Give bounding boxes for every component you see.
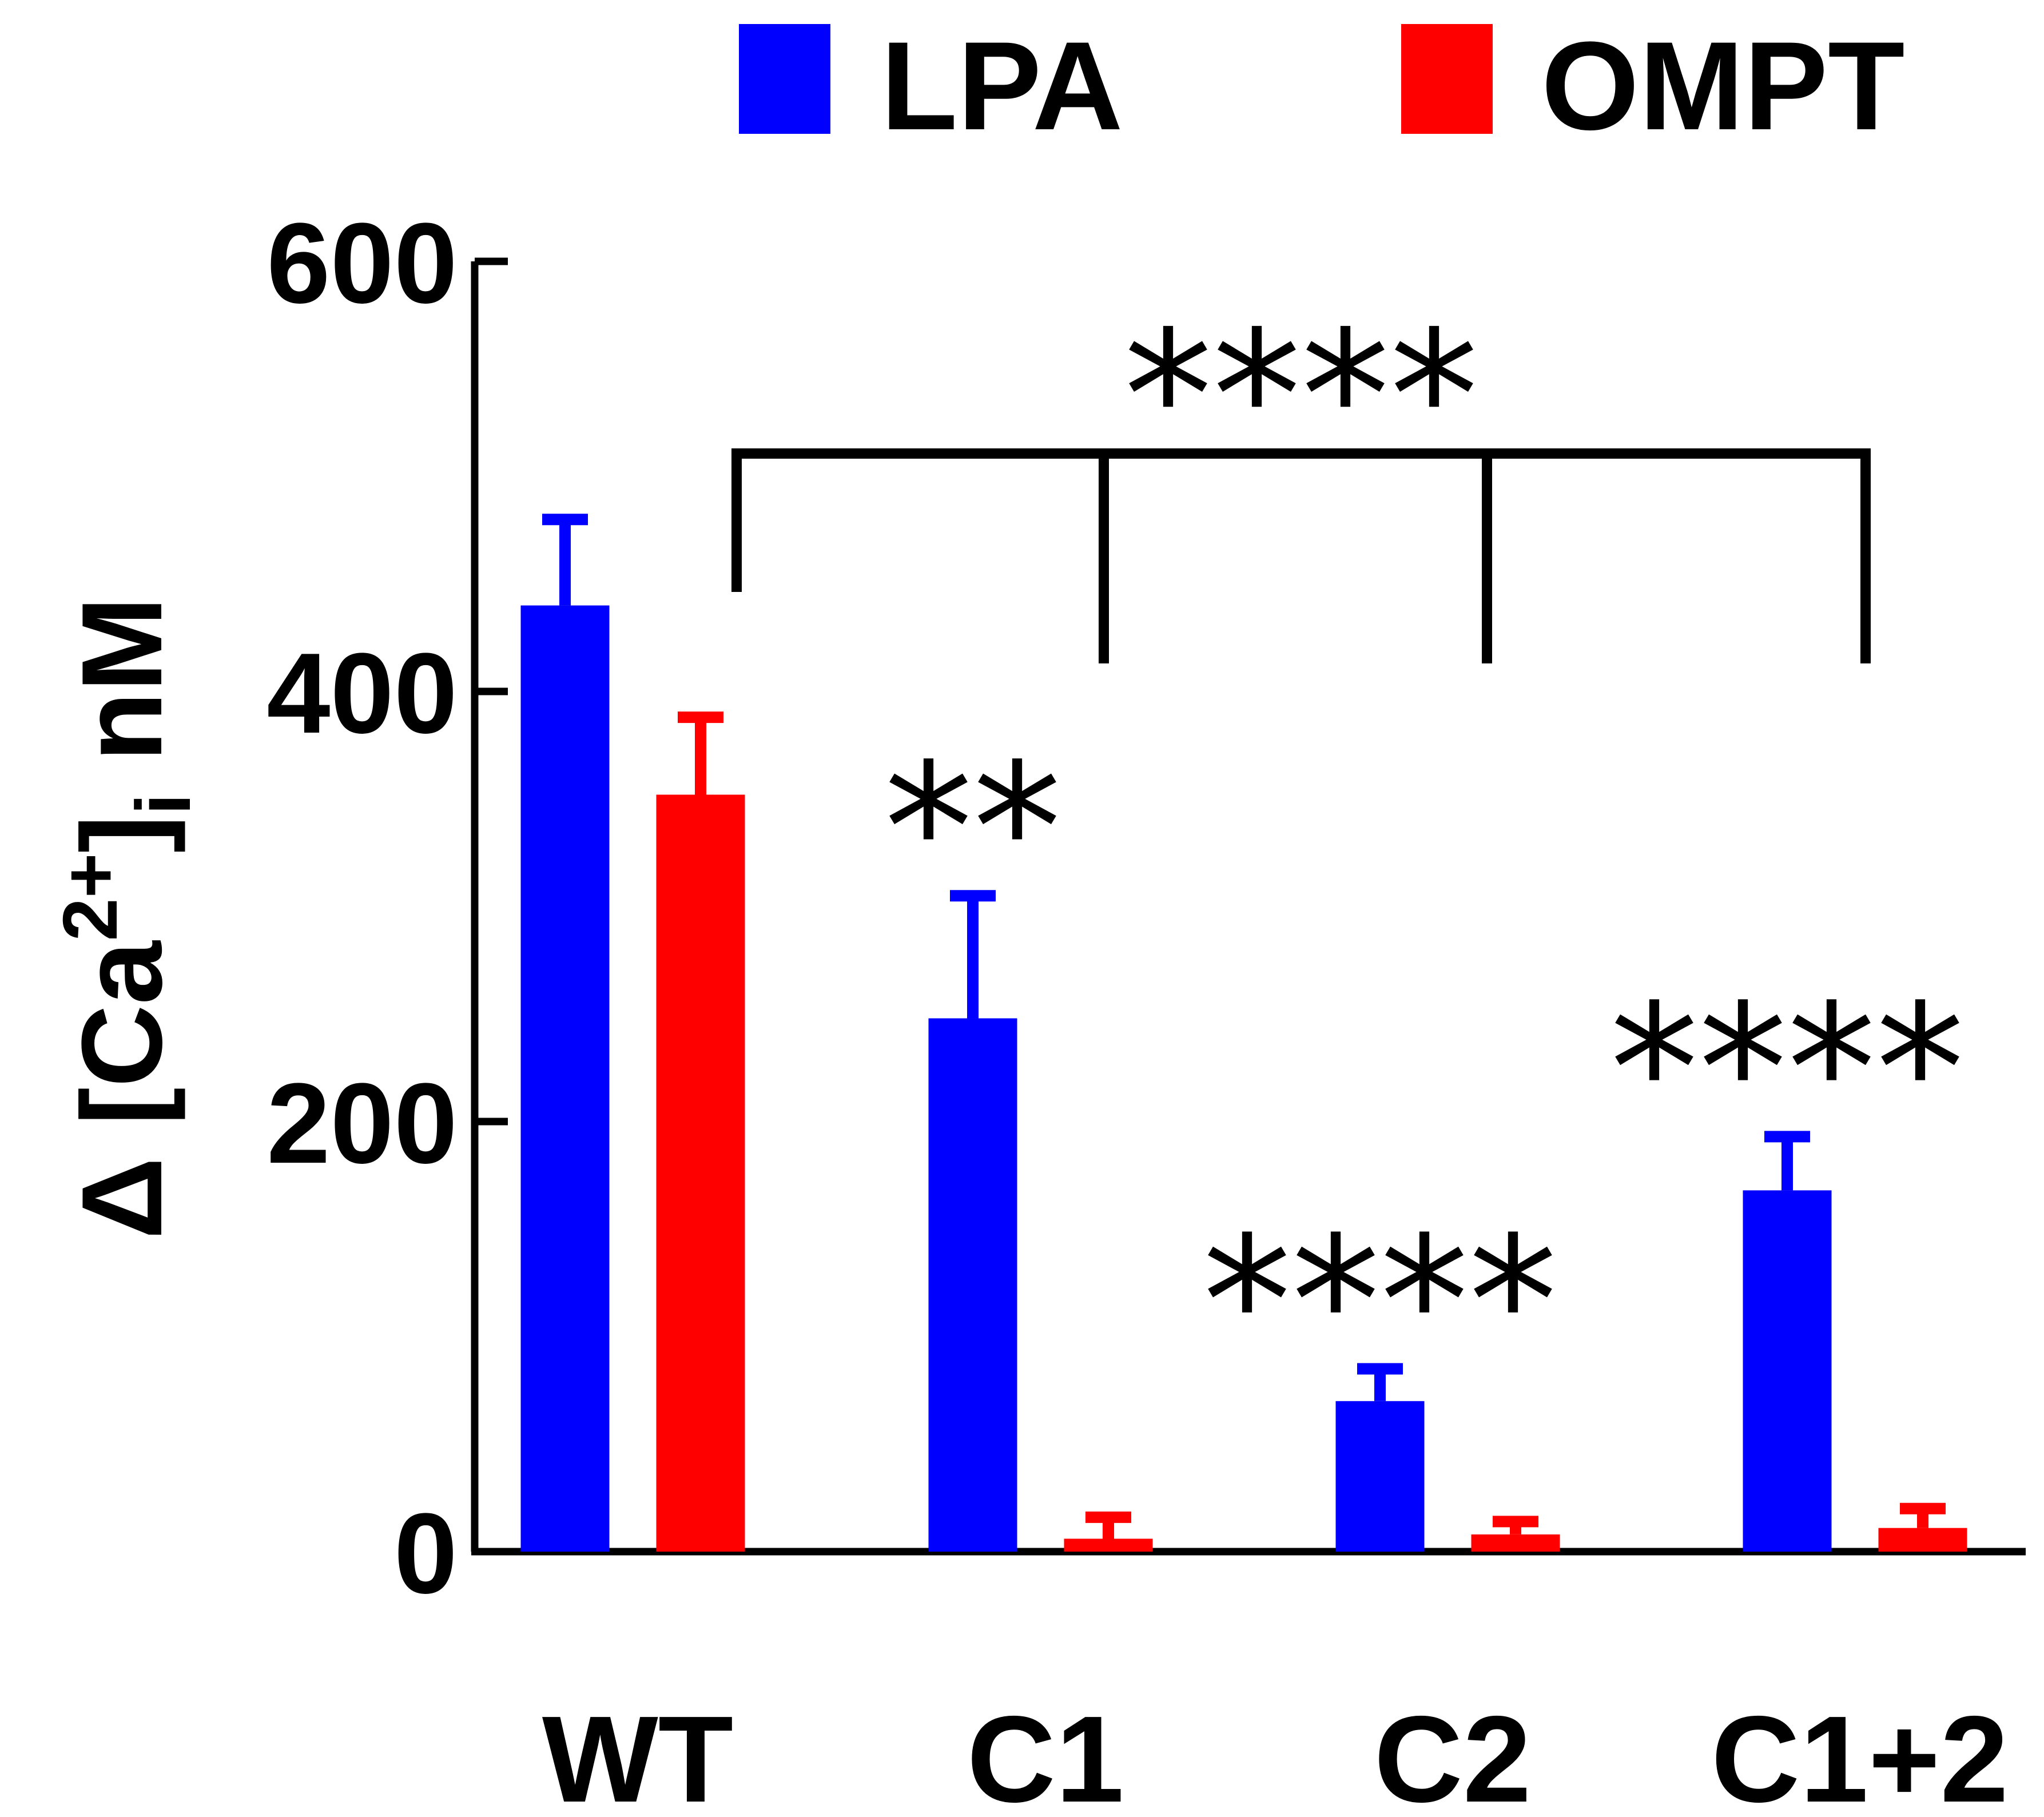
significance-stars-c1-2: **** bbox=[1610, 967, 1965, 1173]
y-tick-label-0: 0 bbox=[394, 1490, 458, 1617]
significance-bracket bbox=[731, 448, 1871, 663]
y-label-open: [Ca bbox=[58, 940, 186, 1126]
bars bbox=[520, 605, 1967, 1552]
y-label-unit: nM bbox=[58, 597, 186, 762]
bar-ompt-c2 bbox=[1471, 1534, 1560, 1552]
x-tick-labels: WT C1 C2 C1+2 bbox=[542, 1690, 2009, 1817]
legend-swatch-lpa bbox=[739, 24, 830, 134]
y-label-subscript: i bbox=[120, 793, 206, 815]
bar-lpa-c1-2 bbox=[1743, 1190, 1832, 1552]
y-label-delta: Δ bbox=[58, 1157, 186, 1239]
bar-ompt-wt bbox=[656, 794, 745, 1552]
y-label-close: ] bbox=[58, 815, 186, 853]
y-tick-label-400: 400 bbox=[267, 630, 458, 757]
y-tick-label-200: 200 bbox=[267, 1060, 458, 1187]
x-tick-label-c2: C2 bbox=[1374, 1690, 1532, 1817]
x-tick-label-c1: C1 bbox=[967, 1690, 1124, 1817]
significance-stars-c2: **** bbox=[1203, 1199, 1557, 1405]
legend-label-lpa: LPA bbox=[881, 15, 1123, 156]
y-label-superscript: 2+ bbox=[47, 853, 133, 941]
x-tick-label-wt: WT bbox=[542, 1690, 733, 1817]
significance-stars-c1: ** bbox=[884, 726, 1061, 932]
error-bars bbox=[542, 514, 1946, 1539]
bar-ompt-c1 bbox=[1064, 1538, 1153, 1552]
y-ticks: 0 200 400 600 bbox=[267, 200, 508, 1617]
bar-ompt-c1-2 bbox=[1878, 1528, 1967, 1552]
bar-lpa-c2 bbox=[1335, 1401, 1425, 1552]
x-tick-label-c1-2: C1+2 bbox=[1711, 1690, 2009, 1817]
bar-lpa-wt bbox=[520, 605, 610, 1552]
y-axis-label: Δ [Ca2+]i nM bbox=[47, 597, 214, 1239]
significance-bracket-stars: **** bbox=[1124, 293, 1478, 500]
y-tick-label-600: 600 bbox=[267, 200, 458, 327]
legend-label-ompt: OMPT bbox=[1541, 15, 1905, 156]
legend-swatch-ompt bbox=[1401, 24, 1493, 134]
legend: LPA OMPT bbox=[739, 15, 1905, 156]
bar-lpa-c1 bbox=[928, 1018, 1017, 1552]
significance-annotations: **** ** **** **** bbox=[731, 293, 1965, 1405]
